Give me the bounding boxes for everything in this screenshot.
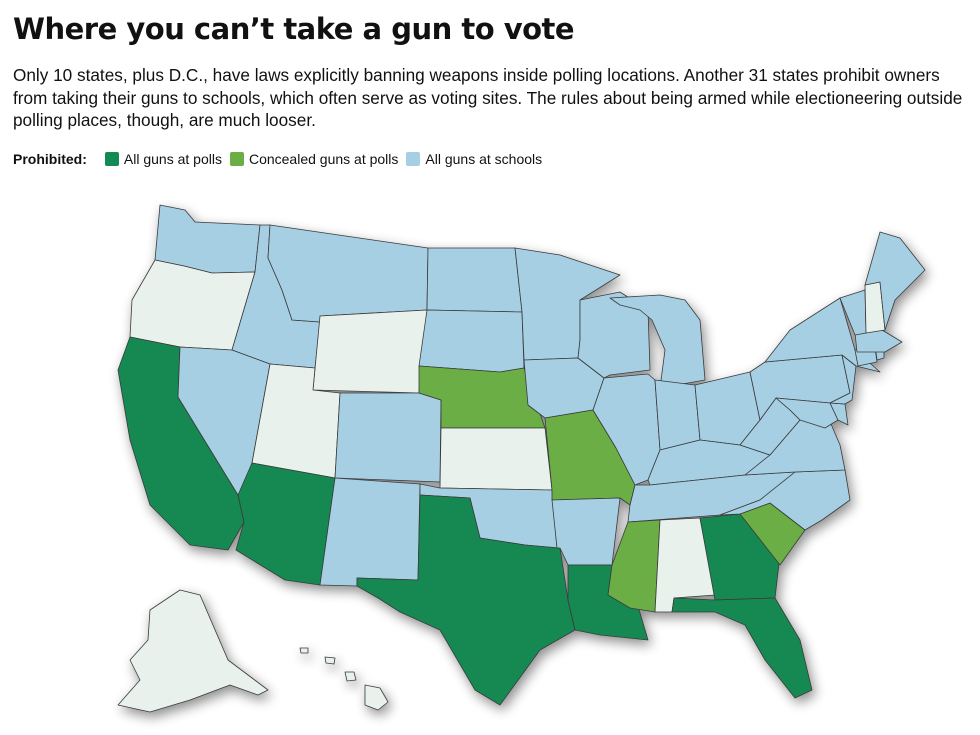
- state-AK: [117, 589, 269, 713]
- legend-item-all-polls: All guns at polls: [104, 151, 222, 167]
- state-CO: [334, 392, 442, 483]
- legend-swatch: [104, 152, 119, 166]
- state-HI: [299, 647, 389, 711]
- legend-swatch: [229, 152, 244, 166]
- state-IN: [654, 379, 701, 451]
- page-title: Where you can’t take a gun to vote: [13, 12, 575, 46]
- legend-item-schools: All guns at schools: [406, 151, 542, 167]
- state-SD: [418, 309, 525, 373]
- legend-label: All guns at schools: [425, 151, 543, 167]
- state-ME: [864, 231, 926, 331]
- us-map-svg: [117, 204, 926, 713]
- legend: Prohibited: All guns at polls Concealed …: [13, 151, 550, 167]
- state-KS: [439, 427, 553, 491]
- state-FL: [671, 597, 813, 699]
- state-TX: [356, 494, 576, 706]
- state-AR: [551, 497, 621, 566]
- state-NM: [319, 477, 421, 587]
- state-NC: [719, 469, 851, 531]
- legend-swatch: [406, 152, 421, 166]
- legend-label: Concealed guns at polls: [248, 151, 399, 167]
- states-layer: [117, 204, 926, 713]
- state-WA: [154, 204, 261, 274]
- legend-title: Prohibited:: [13, 151, 87, 167]
- state-MT: [267, 224, 429, 323]
- state-AZ: [235, 462, 336, 586]
- legend-label: All guns at polls: [123, 151, 222, 167]
- subtitle: Only 10 states, plus D.C., have laws exp…: [13, 65, 963, 130]
- legend-item-concealed-polls: Concealed guns at polls: [229, 151, 399, 167]
- us-map: [0, 190, 980, 735]
- state-ND: [426, 247, 523, 313]
- state-WY: [312, 309, 428, 394]
